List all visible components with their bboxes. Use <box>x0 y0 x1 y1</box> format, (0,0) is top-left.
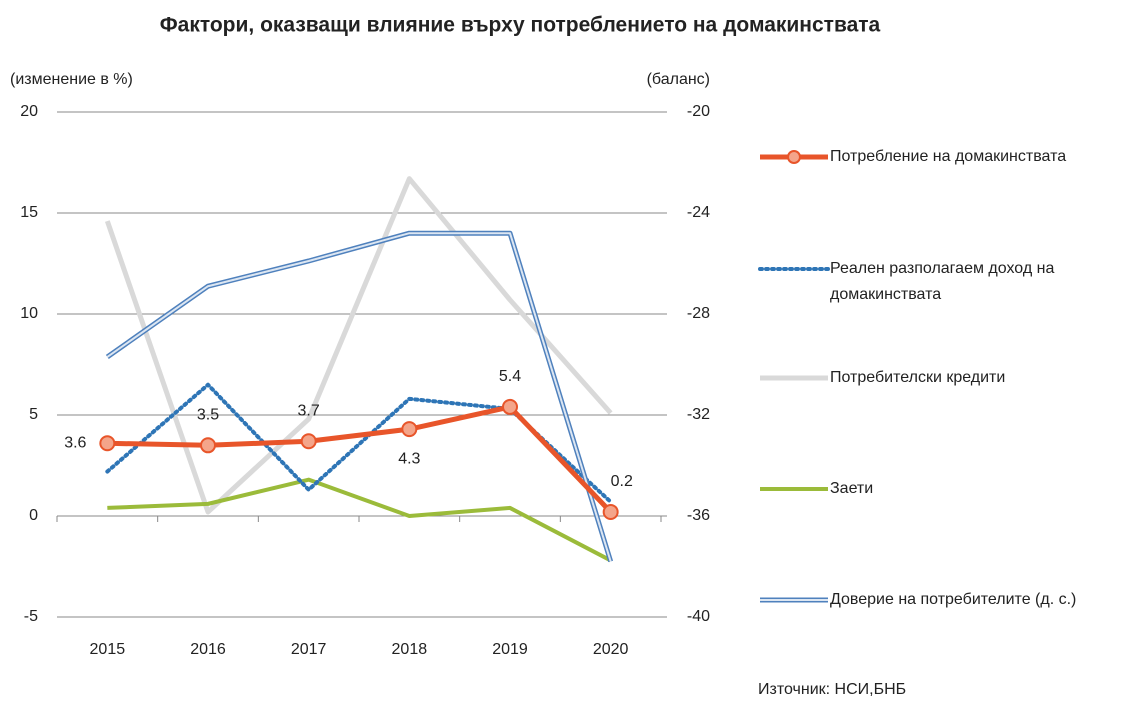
marker <box>300 433 317 450</box>
marker <box>401 421 418 438</box>
y2-tick-label: -32 <box>687 406 710 423</box>
legend-label: Доверие на потребителите (д. с.) <box>830 591 1077 608</box>
y2-tick-label: -24 <box>687 204 710 221</box>
legend-marker <box>787 150 801 164</box>
x-tick-label: 2019 <box>492 641 528 658</box>
legend-item: Реален разполагаем доход на домакинстват… <box>758 256 1128 308</box>
y2-axis-label: (баланс) <box>647 71 710 88</box>
legend-swatch <box>760 597 828 603</box>
data-label: 4.3 <box>398 450 420 467</box>
y-tick-label: 20 <box>20 103 38 120</box>
legend-item: Доверие на потребителите (д. с.) <box>758 587 1128 613</box>
x-tick-label: 2020 <box>593 641 629 658</box>
legend-item: Потребителски кредити <box>758 365 1128 391</box>
legend-label: Потребление на домакинствата <box>830 148 1067 165</box>
y2-tick-label: -40 <box>687 608 710 625</box>
series-line <box>107 477 612 563</box>
y-tick-label: 0 <box>29 507 38 524</box>
legend-item: Заети <box>758 476 1128 502</box>
x-tick-label: 2015 <box>90 641 126 658</box>
chart-title: Фактори, оказващи влияние върху потребле… <box>160 14 881 37</box>
legend-item: Потребление на домакинствата <box>758 144 1128 170</box>
y2-tick-label: -28 <box>687 305 710 322</box>
data-label: 3.6 <box>64 434 86 451</box>
legend-swatch <box>760 375 828 381</box>
y-axis-label: (изменение в %) <box>10 71 133 88</box>
x-tick-label: 2018 <box>392 641 428 658</box>
y2-tick-label: -20 <box>687 103 710 120</box>
data-label: 5.4 <box>499 368 521 385</box>
series-line-outline <box>105 230 614 563</box>
series-line <box>104 176 613 515</box>
series-line <box>106 232 612 562</box>
series-line <box>107 404 613 514</box>
x-tick-label: 2016 <box>190 641 226 658</box>
x-tick-label: 2017 <box>291 641 327 658</box>
marker <box>200 437 216 454</box>
legend-label: Потребителски кредити <box>830 369 1006 386</box>
y-tick-label: 15 <box>20 204 38 221</box>
y-tick-label: 10 <box>20 305 38 322</box>
legend-label: Реален разполагаем доход на домакинстват… <box>830 260 1055 303</box>
legend-label: Заети <box>830 480 874 497</box>
data-label: 3.7 <box>298 402 320 419</box>
legend-swatch <box>758 267 830 271</box>
source: Източник: НСИ,БНБ <box>758 681 906 698</box>
y2-tick-label: -36 <box>687 507 710 524</box>
legend-swatch <box>760 150 828 164</box>
y-tick-label: 5 <box>29 406 38 423</box>
legend-swatch <box>760 487 828 491</box>
data-label: 3.5 <box>197 407 219 424</box>
marker <box>502 398 518 415</box>
y-tick-label: -5 <box>24 608 38 625</box>
data-label: 0.2 <box>611 473 633 490</box>
marker <box>99 435 116 452</box>
marker <box>602 503 619 520</box>
